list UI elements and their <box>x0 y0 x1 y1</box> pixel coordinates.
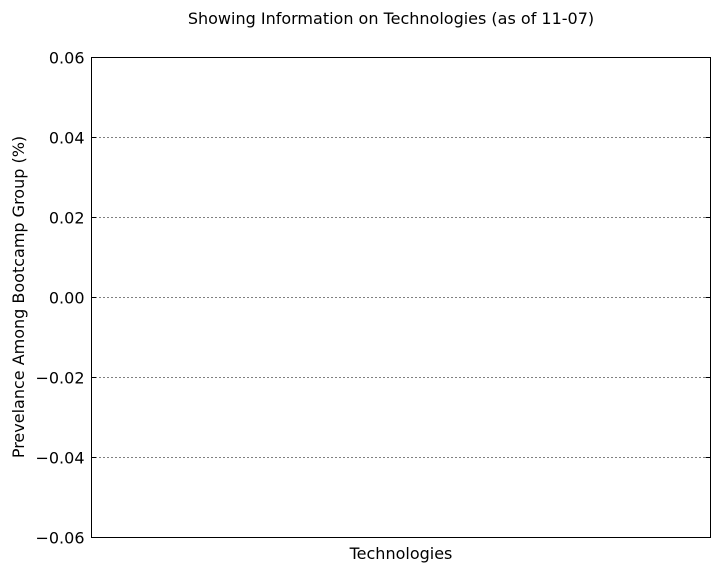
chart-title: Showing Information on Technologies (as … <box>188 9 594 28</box>
y-tick-label: 0.00 <box>49 289 85 308</box>
y-tick-label: 0.02 <box>49 209 85 228</box>
y-tick-label: −0.02 <box>35 369 84 388</box>
y-tick-label: 0.04 <box>49 129 85 148</box>
y-tick-label: 0.06 <box>49 49 85 68</box>
plot-area <box>91 57 711 538</box>
y-tick-label: −0.04 <box>35 449 84 468</box>
y-ticks: 0.06 0.04 0.02 0.00 −0.02 −0.04 −0.06 <box>35 49 711 548</box>
gridlines <box>91 137 711 458</box>
y-tick-label: −0.06 <box>35 529 84 548</box>
y-axis-label: Prevelance Among Bootcamp Group (%) <box>9 136 28 458</box>
x-axis-label: Technologies <box>349 544 453 563</box>
